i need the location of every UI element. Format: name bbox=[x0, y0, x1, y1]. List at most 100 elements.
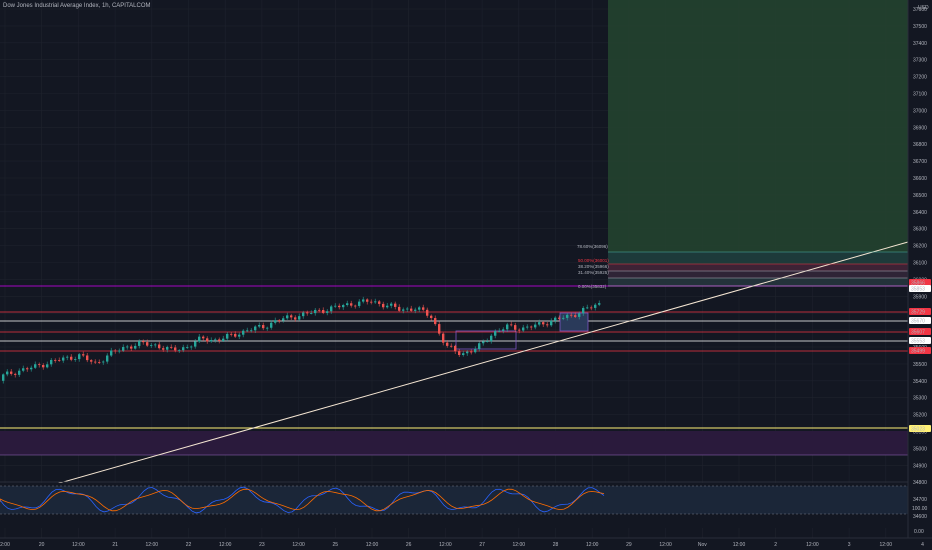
candle-body bbox=[226, 333, 229, 339]
candle-body bbox=[86, 355, 89, 361]
candle-body bbox=[110, 350, 113, 356]
x-tick-label: 29 bbox=[626, 542, 632, 548]
candle-body bbox=[34, 364, 37, 368]
candle-body bbox=[154, 344, 157, 346]
candle-body bbox=[510, 324, 513, 326]
price-tag-label: 35553 bbox=[911, 339, 925, 345]
candle-body bbox=[70, 356, 73, 360]
candle-body bbox=[382, 303, 385, 308]
candle-body bbox=[566, 314, 569, 318]
candle-body bbox=[310, 313, 313, 314]
y-tick-label: 35500 bbox=[913, 362, 927, 368]
fib-label: 50.00%(36001) bbox=[578, 258, 609, 263]
candle-body bbox=[362, 299, 365, 302]
x-tick-label: 21 bbox=[112, 542, 118, 548]
price-tag bbox=[909, 285, 931, 292]
candle-body bbox=[266, 327, 269, 329]
candle-body bbox=[22, 368, 25, 371]
candle-body bbox=[578, 313, 581, 317]
price-tag bbox=[909, 328, 931, 335]
y-tick-label: 36200 bbox=[913, 244, 927, 250]
x-tick-label: 12:00 bbox=[439, 542, 452, 548]
price-tag bbox=[909, 279, 931, 286]
stoch-tick-100: 100.00 bbox=[912, 506, 928, 512]
candle-body bbox=[470, 351, 473, 353]
x-tick-label: 3 bbox=[848, 542, 851, 548]
candle-body bbox=[426, 309, 429, 316]
candle-body bbox=[30, 367, 33, 370]
y-tick-label: 36700 bbox=[913, 159, 927, 165]
candle-body bbox=[94, 361, 97, 363]
candle-body bbox=[478, 343, 481, 350]
y-tick-label: 36400 bbox=[913, 210, 927, 216]
candle-body bbox=[514, 325, 517, 330]
candle-body bbox=[430, 315, 433, 319]
time-axis[interactable]: 2:00 20 12:00 21 12:00 22 12:00 23 12:00 25 12:00 2… bbox=[0, 542, 932, 548]
y-tick-label: 36300 bbox=[913, 227, 927, 233]
candle-body bbox=[54, 359, 57, 361]
candle-body bbox=[422, 307, 425, 310]
candle-body bbox=[2, 374, 5, 381]
price-tag bbox=[909, 317, 931, 324]
fib-retracement[interactable]: 78.60%(36096) 50.00%(36001)38.20%(35966)3… bbox=[577, 244, 908, 289]
y-tick-label: 35200 bbox=[913, 413, 927, 419]
x-tick-label: 12:00 bbox=[219, 542, 232, 548]
candle-body bbox=[38, 364, 41, 366]
y-tick-label: 34700 bbox=[913, 497, 927, 503]
candle-body bbox=[378, 301, 381, 304]
y-tick-label: 34800 bbox=[913, 480, 927, 486]
candle-body bbox=[158, 344, 161, 349]
candle-body bbox=[526, 326, 529, 328]
candle-body bbox=[522, 327, 525, 331]
price-tag-label: 35499 bbox=[911, 349, 925, 355]
candle-body bbox=[342, 305, 345, 308]
candle-body bbox=[202, 336, 205, 339]
x-tick-label: 22 bbox=[186, 542, 192, 548]
candle-body bbox=[270, 322, 273, 328]
candle-body bbox=[98, 362, 101, 363]
candle-body bbox=[562, 317, 565, 319]
fib-label: 38.20%(35966) bbox=[578, 264, 609, 269]
candle-body bbox=[330, 306, 333, 312]
candle-body bbox=[574, 315, 577, 317]
candle-body bbox=[230, 333, 233, 335]
y-tick-label: 36800 bbox=[913, 142, 927, 148]
candle-body bbox=[550, 320, 553, 326]
candle-body bbox=[134, 345, 137, 349]
candle-body bbox=[242, 330, 245, 335]
candle-body bbox=[454, 345, 457, 352]
x-tick-label: 12:00 bbox=[146, 542, 159, 548]
x-tick-label: 12:00 bbox=[72, 542, 85, 548]
x-tick-label: 12:00 bbox=[513, 542, 526, 548]
candle-body bbox=[502, 329, 505, 331]
consolidation-box-1 bbox=[455, 330, 517, 350]
candle-body bbox=[398, 306, 401, 311]
y-tick-label: 34600 bbox=[913, 514, 927, 520]
x-tick-label: 25 bbox=[333, 542, 339, 548]
candle-body bbox=[294, 317, 297, 320]
fib-label: 0.00%(35832) bbox=[578, 284, 607, 289]
candle-body bbox=[190, 346, 193, 348]
purple-support-zone bbox=[0, 431, 908, 455]
y-tick-label: 36500 bbox=[913, 193, 927, 199]
candle-body bbox=[210, 340, 213, 342]
trendline[interactable] bbox=[0, 241, 909, 501]
candle-body bbox=[290, 315, 293, 318]
candle-body bbox=[418, 307, 421, 310]
x-tick-label: 12:00 bbox=[806, 542, 819, 548]
candle-body bbox=[126, 346, 129, 348]
candle-body bbox=[386, 305, 389, 308]
candle-body bbox=[346, 303, 349, 306]
candle-body bbox=[542, 322, 545, 325]
price-tag bbox=[909, 347, 931, 354]
y-tick-label: 37200 bbox=[913, 75, 927, 81]
candle-body bbox=[106, 355, 109, 362]
candle-body bbox=[122, 347, 125, 351]
candle-body bbox=[298, 316, 301, 320]
x-tick-label: 28 bbox=[553, 542, 559, 548]
candle-body bbox=[150, 345, 153, 346]
candle-body bbox=[42, 365, 45, 368]
candle-body bbox=[254, 326, 257, 331]
